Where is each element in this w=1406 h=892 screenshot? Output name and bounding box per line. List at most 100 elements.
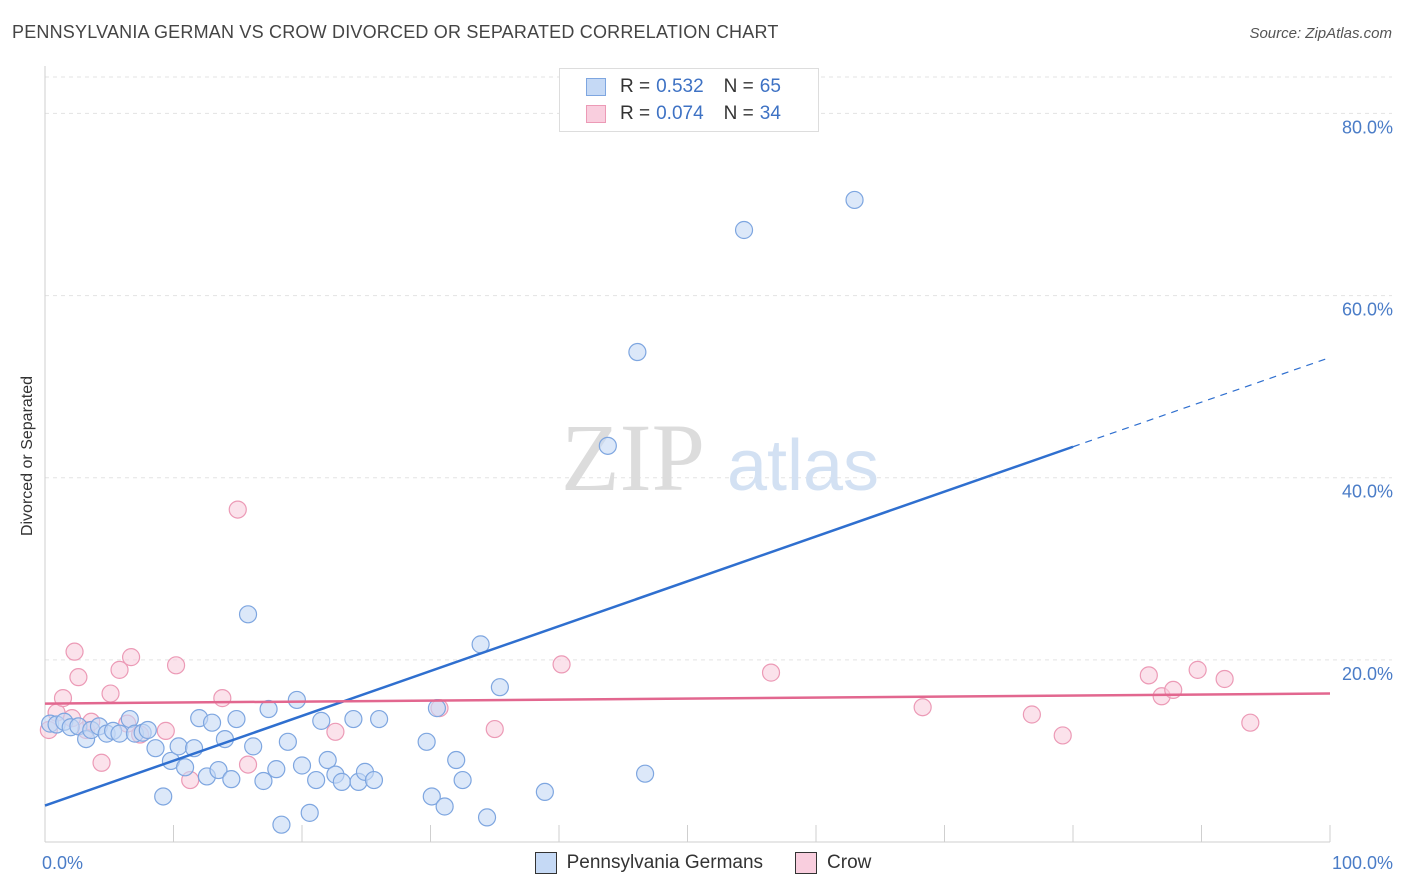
series-legend-item-blue: Pennsylvania Germans — [534, 852, 764, 874]
blue-trend-line — [44, 445, 1074, 807]
series-legend-label-blue: Pennsylvania Germans — [566, 852, 764, 873]
legend-r-label: R = — [620, 76, 651, 97]
pennsylvania-germans-point — [435, 797, 454, 816]
source-credit: Source: ZipAtlas.com — [1249, 25, 1392, 42]
crow-point — [213, 689, 232, 708]
blue-trend-extension — [1072, 356, 1331, 448]
crow-point — [913, 698, 932, 717]
pennsylvania-germans-point — [287, 690, 306, 710]
pennsylvania-germans-point — [110, 724, 129, 743]
pennsylvania-germans-point — [845, 190, 864, 210]
crow-point — [228, 500, 247, 519]
crow-point — [69, 668, 88, 687]
pennsylvania-germans-point — [628, 342, 647, 362]
watermark-zip: ZIP — [561, 404, 705, 511]
pennsylvania-germans-point — [202, 713, 222, 732]
x-tick-label-min: 0.0% — [42, 853, 83, 873]
crow-point — [166, 656, 186, 675]
pennsylvania-germans-point — [734, 220, 754, 240]
chart-title: PENNSYLVANIA GERMAN VS CROW DIVORCED OR … — [12, 22, 779, 42]
y-tick-label: 60.0% — [1342, 300, 1393, 320]
pennsylvania-germans-point — [490, 678, 509, 697]
x-tick-labels: 0.0% 100.0% — [42, 853, 1393, 873]
legend-n-label: N = — [723, 103, 754, 124]
pennsylvania-germans-point — [453, 770, 472, 790]
pennsylvania-germans-points — [41, 190, 864, 834]
legend-swatch-blue — [586, 78, 606, 96]
pennsylvania-germans-point — [477, 808, 497, 827]
legend-n-label: N = — [723, 76, 754, 97]
y-tick-labels: 20.0% 40.0% 60.0% 80.0% — [1342, 117, 1393, 683]
crow-point — [121, 648, 141, 667]
pink-trend-line — [44, 692, 1331, 705]
crow-point — [1022, 705, 1041, 724]
trend-lines — [44, 356, 1331, 807]
series-legend-swatch-pink — [795, 852, 818, 874]
axes — [44, 66, 1331, 843]
crow-point — [156, 721, 175, 740]
y-tick-label: 80.0% — [1342, 117, 1393, 137]
crow-point — [238, 755, 258, 774]
pennsylvania-germans-point — [227, 709, 246, 729]
crow-point — [761, 663, 781, 682]
pennsylvania-germans-point — [292, 756, 312, 775]
x-tick-label-max: 100.0% — [1332, 853, 1393, 873]
series-legend: Pennsylvania Germans Crow — [0, 852, 1406, 874]
series-legend-item-pink: Crow — [795, 852, 871, 874]
crow-point — [1053, 726, 1072, 745]
pennsylvania-germans-point — [635, 764, 655, 783]
crow-point — [552, 655, 571, 674]
legend-n-value-blue: 65 — [759, 76, 781, 97]
pennsylvania-germans-point — [169, 737, 188, 756]
pennsylvania-germans-point — [535, 782, 554, 802]
pennsylvania-germans-point — [238, 605, 258, 624]
pennsylvania-germans-point — [417, 732, 436, 751]
stats-legend: R = 0.532 N = 65 R = 0.074 N = 34 — [559, 68, 819, 132]
pennsylvania-germans-point — [272, 815, 291, 834]
pennsylvania-germans-point — [209, 760, 228, 780]
pennsylvania-germans-point — [154, 787, 173, 806]
crow-point — [326, 722, 345, 741]
pennsylvania-germans-point — [307, 770, 326, 790]
legend-n-value-pink: 34 — [759, 103, 781, 124]
pennsylvania-germans-point — [332, 772, 351, 791]
pennsylvania-germans-point — [138, 720, 157, 740]
crow-point — [110, 660, 129, 679]
crow-point — [101, 684, 120, 703]
pennsylvania-germans-point — [254, 771, 273, 791]
pennsylvania-germans-point — [312, 711, 331, 730]
legend-r-value-pink: 0.074 — [656, 103, 704, 124]
legend-swatch-pink — [586, 105, 606, 123]
watermark-atlas: atlas — [727, 426, 879, 506]
pennsylvania-germans-point — [370, 709, 389, 729]
legend-r-value-blue: 0.532 — [656, 76, 704, 97]
crow-point — [92, 753, 111, 772]
legend-row-blue: R = 0.532 N = 65 — [586, 75, 781, 99]
legend-r-label: R = — [620, 103, 651, 124]
pennsylvania-germans-point — [598, 436, 617, 455]
pennsylvania-germans-point — [267, 760, 286, 779]
pennsylvania-germans-point — [146, 739, 165, 758]
crow-point — [1241, 713, 1260, 732]
pennsylvania-germans-point — [318, 750, 337, 770]
crow-point — [1139, 666, 1158, 685]
y-tick-label: 40.0% — [1342, 482, 1393, 502]
series-legend-swatch-blue — [534, 852, 557, 874]
series-legend-label-pink: Crow — [827, 852, 872, 873]
crow-point — [1188, 660, 1207, 679]
pennsylvania-germans-point — [278, 732, 297, 751]
pennsylvania-germans-point — [244, 737, 263, 756]
pennsylvania-germans-point — [427, 699, 447, 718]
crow-points — [39, 500, 1260, 790]
pennsylvania-germans-point — [344, 709, 363, 729]
pennsylvania-germans-point — [175, 758, 195, 777]
crow-point — [1215, 669, 1234, 689]
crow-point — [485, 719, 504, 739]
gridlines — [45, 76, 1392, 661]
pennsylvania-germans-point — [422, 787, 441, 806]
pennsylvania-germans-point — [447, 750, 466, 770]
pennsylvania-germans-point — [300, 803, 319, 822]
legend-row-pink: R = 0.074 N = 34 — [586, 102, 781, 126]
crow-point — [65, 642, 84, 661]
